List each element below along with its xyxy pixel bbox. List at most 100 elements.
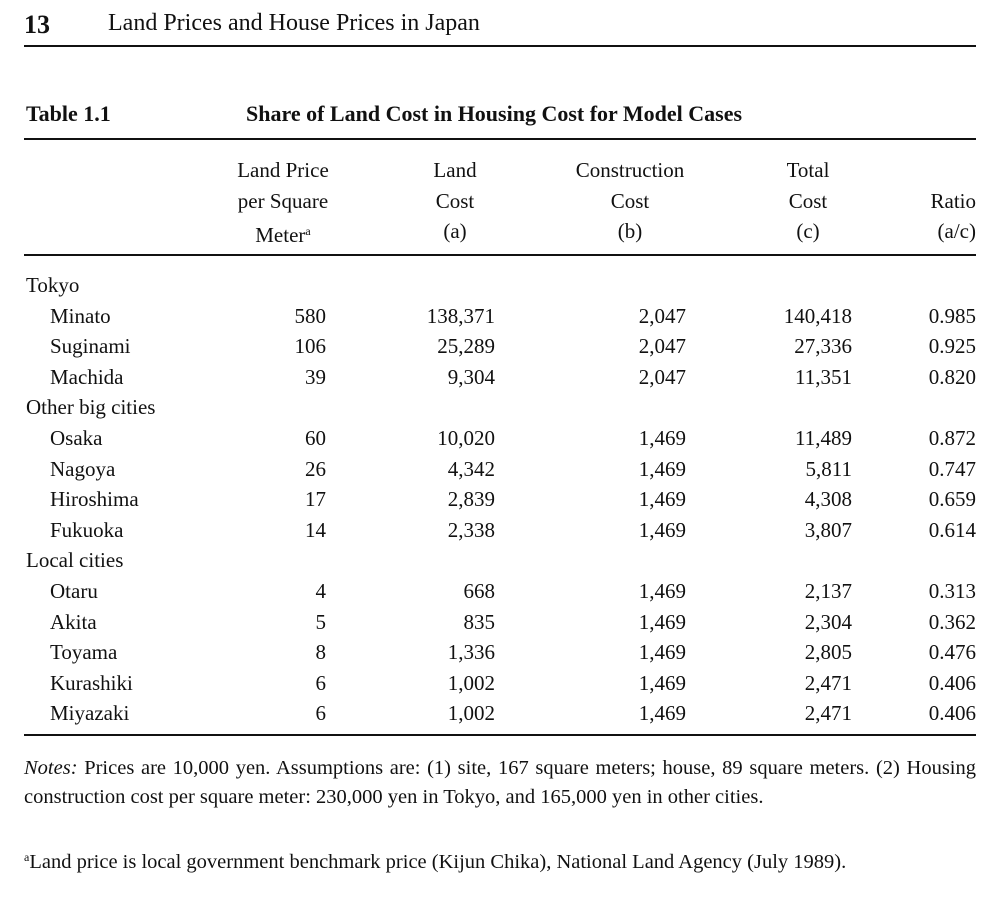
table-footnote: aLand price is local government benchmar…	[24, 843, 976, 877]
column-header-total-cost: Total Cost (c)	[763, 155, 853, 247]
running-title: Land Prices and House Prices in Japan	[108, 10, 480, 36]
column-header-line: Cost	[788, 188, 828, 213]
city-name: Kurashiki	[50, 670, 133, 695]
table-caption: Share of Land Cost in Housing Cost for M…	[246, 101, 743, 126]
table-row: Otaru 4 668 1,469 2,137 0.313	[24, 577, 976, 608]
running-head: 13 Land Prices and House Prices in Japan	[24, 6, 976, 39]
land-cost-cell: 2,839	[447, 487, 495, 512]
column-header-line: Construction	[575, 158, 685, 182]
land-cost-cell: 1,002	[447, 701, 495, 726]
column-header-line: per Square	[237, 188, 329, 213]
land-cost-cell: 1,002	[447, 670, 495, 695]
construction-cost-cell: 1,469	[638, 517, 686, 542]
land-price-cell: 6	[315, 701, 327, 726]
ratio-cell: 0.362	[928, 609, 976, 634]
column-header-line: Cost	[435, 188, 475, 213]
group-header-row: Other big cities	[24, 393, 976, 424]
land-price-cell: 580	[294, 303, 327, 328]
land-cost-cell: 1,336	[447, 640, 495, 665]
total-cost-cell: 4,308	[804, 487, 852, 512]
city-name: Nagoya	[50, 456, 116, 481]
table-notes: Notes: Prices are 10,000 yen. Assumption…	[24, 754, 976, 812]
column-header-line: Land Price	[237, 158, 329, 182]
column-header-line: Meter	[255, 223, 306, 247]
city-name: Miyazaki	[50, 701, 130, 726]
land-cost-cell: 10,020	[437, 426, 495, 450]
city-name: Osaka	[50, 426, 103, 450]
land-price-cell: 5	[315, 609, 327, 634]
column-header-line: (b)	[617, 219, 643, 243]
land-price-cell: 17	[305, 487, 326, 512]
land-cost-cell: 138,371	[426, 303, 495, 328]
total-cost-cell: 2,137	[804, 579, 852, 603]
city-name: Fukuoka	[50, 517, 124, 542]
construction-cost-cell: 1,469	[638, 609, 686, 634]
city-name: Minato	[50, 303, 111, 328]
table-row: Hiroshima 17 2,839 1,469 4,308 0.659	[24, 485, 976, 516]
construction-cost-cell: 1,469	[638, 456, 686, 481]
table-row: Osaka 60 10,020 1,469 11,489 0.872	[24, 424, 976, 455]
land-cost-cell: 668	[463, 579, 496, 603]
page-number: 13	[24, 10, 50, 39]
construction-cost-cell: 1,469	[638, 670, 686, 695]
group-label: Other big cities	[26, 395, 156, 420]
ratio-cell: 0.406	[928, 670, 976, 695]
table-bottom-rule	[24, 734, 976, 736]
city-name: Hiroshima	[50, 487, 139, 512]
land-cost-cell: 2,338	[447, 517, 495, 542]
header-rule	[24, 45, 976, 47]
total-cost-cell: 2,304	[804, 609, 852, 634]
column-header-line: Ratio	[930, 188, 977, 213]
column-header-line: (a/c)	[937, 219, 976, 243]
total-cost-cell: 2,471	[804, 670, 852, 695]
ratio-cell: 0.747	[928, 456, 976, 481]
table-row: Miyazaki 6 1,002 1,469 2,471 0.406	[24, 699, 976, 730]
group-header-row: Local cities	[24, 546, 976, 577]
table-row: Machida 39 9,304 2,047 11,351 0.820	[24, 363, 976, 394]
land-price-cell: 14	[305, 517, 326, 542]
land-cost-cell: 835	[463, 609, 496, 634]
city-name: Akita	[50, 609, 97, 634]
footnote-mark: a	[305, 224, 311, 238]
group-label: Tokyo	[26, 273, 80, 297]
total-cost-cell: 11,489	[795, 426, 852, 450]
construction-cost-cell: 1,469	[638, 701, 686, 726]
table-row: Fukuoka 14 2,338 1,469 3,807 0.614	[24, 516, 976, 547]
total-cost-cell: 2,471	[804, 701, 852, 726]
city-name: Otaru	[50, 579, 98, 603]
land-price-cell: 26	[305, 456, 326, 481]
column-header-line: Cost	[610, 188, 650, 213]
ratio-cell: 0.313	[928, 579, 976, 603]
ratio-cell: 0.659	[928, 487, 976, 512]
column-header-construction-cost: Construction Cost (b)	[560, 155, 700, 247]
table-header-rule	[24, 254, 976, 256]
column-header-line: Total	[786, 158, 830, 182]
total-cost-cell: 2,805	[804, 640, 852, 665]
construction-cost-cell: 1,469	[638, 487, 686, 512]
land-price-cell: 60	[305, 426, 326, 450]
group-label: Local cities	[26, 548, 124, 573]
table-row: Nagoya 26 4,342 1,469 5,811 0.747	[24, 455, 976, 486]
table-row: Kurashiki 6 1,002 1,469 2,471 0.406	[24, 669, 976, 700]
table-top-rule	[24, 138, 976, 140]
construction-cost-cell: 1,469	[638, 640, 686, 665]
ratio-cell: 0.406	[928, 701, 976, 726]
ratio-cell: 0.985	[928, 303, 976, 328]
total-cost-cell: 27,336	[794, 334, 852, 359]
ratio-cell: 0.820	[928, 364, 976, 389]
column-header-land-cost: Land Cost (a)	[410, 155, 500, 247]
table-label: Table 1.1	[26, 101, 111, 126]
land-price-cell: 8	[315, 640, 327, 665]
construction-cost-cell: 2,047	[638, 364, 686, 389]
land-price-cell: 6	[315, 670, 327, 695]
land-cost-cell: 4,342	[447, 456, 495, 481]
total-cost-cell: 3,807	[804, 517, 852, 542]
footnote-text: Land price is local government benchmark…	[29, 851, 847, 873]
table-row: Akita 5 835 1,469 2,304 0.362	[24, 608, 976, 639]
table-row: Toyama 8 1,336 1,469 2,805 0.476	[24, 638, 976, 669]
notes-text: Prices are 10,000 yen. Assumptions are: …	[24, 757, 976, 808]
column-header-land-price: Land Price per Square Metera	[228, 155, 338, 251]
ratio-cell: 0.925	[928, 334, 976, 359]
land-cost-cell: 25,289	[437, 334, 495, 359]
table-row: Suginami 106 25,289 2,047 27,336 0.925	[24, 332, 976, 363]
